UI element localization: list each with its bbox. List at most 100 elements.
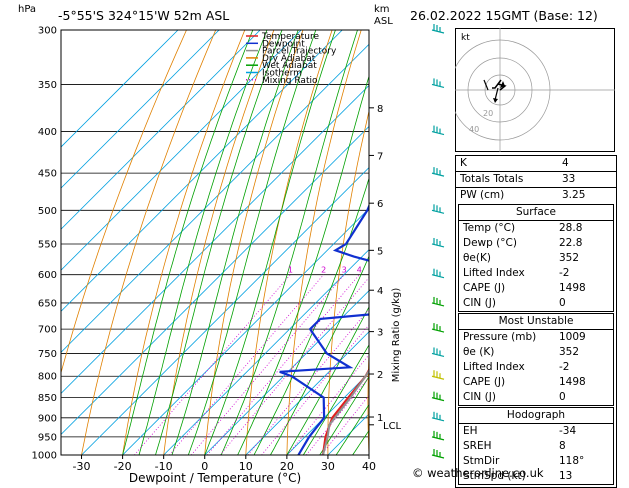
mixing-ratio-line bbox=[219, 276, 369, 455]
pressure-tick-label: 900 bbox=[38, 413, 57, 424]
mixing-ratio-label: 10 bbox=[406, 265, 416, 274]
pressure-tick-label: 350 bbox=[38, 80, 57, 91]
pressure-tick-label: 400 bbox=[38, 127, 57, 138]
km-tick-label: 8 bbox=[377, 104, 383, 115]
x-tick-label: 30 bbox=[321, 460, 335, 473]
isotherm-line bbox=[61, 30, 179, 148]
wet-adiabat-line bbox=[302, 344, 369, 455]
mixing-ratio-line bbox=[261, 324, 369, 455]
legend-entry: Parcel Trajectory bbox=[262, 47, 337, 57]
pressure-tick-label: 500 bbox=[38, 206, 57, 217]
mixing-ratio-line bbox=[206, 274, 360, 455]
pressure-tick-label: 450 bbox=[38, 169, 57, 180]
isotherm-line bbox=[204, 290, 369, 455]
plot-frame bbox=[60, 29, 370, 456]
isotherm-line bbox=[61, 30, 220, 189]
dewpoint-curve bbox=[279, 203, 369, 455]
wet-adiabat-line bbox=[237, 74, 369, 455]
km-asl-label: km ASL bbox=[374, 4, 393, 27]
dry-adiabat-line bbox=[122, 30, 246, 455]
wet-adiabat-line bbox=[253, 176, 369, 455]
surface-section: Surface Temp (°C) 28.8 Dewp (°C) 22.8 θe(K… bbox=[458, 204, 614, 312]
isotherm-line bbox=[61, 30, 302, 271]
km-tick-label: 2 bbox=[377, 370, 383, 381]
wet-adiabat-line bbox=[335, 403, 369, 455]
dry-adiabat-line bbox=[163, 30, 275, 455]
wet-adiabat-line bbox=[220, 30, 358, 455]
mixing-ratio-line bbox=[247, 308, 369, 455]
pressure-tick-label: 800 bbox=[38, 372, 57, 383]
wet-adiabat-line bbox=[122, 30, 254, 455]
wet-adiabat-line bbox=[138, 30, 268, 455]
pressure-tick-label: 750 bbox=[38, 349, 57, 360]
parcel-curve bbox=[322, 369, 369, 455]
hodograph: kt 20 40 bbox=[455, 28, 615, 152]
x-tick-label: 0 bbox=[201, 460, 208, 473]
dry-adiabat-line bbox=[327, 109, 369, 455]
mixing-ratio-axis-label: Mixing Ratio (g/kg) bbox=[391, 288, 402, 383]
mixing-ratio-label: 5 bbox=[369, 265, 374, 274]
wet-adiabat-line bbox=[319, 375, 369, 455]
legend-entry: Mixing Ratio bbox=[262, 76, 318, 86]
isotherm-line bbox=[286, 372, 369, 455]
temperature-curve bbox=[321, 367, 369, 455]
x-tick-label: 40 bbox=[362, 460, 376, 473]
isotherm-line bbox=[245, 331, 369, 455]
dry-adiabat-line bbox=[617, 30, 629, 455]
datetime-title: 26.02.2022 15GMT (Base: 12) bbox=[410, 8, 598, 23]
isotherm-line bbox=[61, 30, 261, 230]
mixing-ratio-label: 1 bbox=[288, 265, 293, 274]
lcl-label: LCL bbox=[383, 421, 402, 432]
mixing-ratio-label: 4 bbox=[357, 265, 362, 274]
wet-adiabat-line bbox=[204, 30, 336, 455]
mixing-ratio-line bbox=[134, 274, 291, 455]
dry-adiabat-line bbox=[286, 30, 362, 455]
legend-entry: Wet Adiabat bbox=[262, 61, 317, 71]
wet-adiabat-line bbox=[286, 306, 369, 455]
footer-credit: © weatheronline.co.uk bbox=[412, 466, 544, 480]
dry-adiabat-line bbox=[245, 30, 333, 455]
legend-entry: Isotherm bbox=[262, 69, 302, 79]
hodo-trace bbox=[492, 79, 507, 91]
km-tick-label: 7 bbox=[377, 151, 383, 162]
x-axis-label: Dewpoint / Temperature (°C) bbox=[129, 471, 301, 485]
dry-adiabat-line bbox=[204, 30, 304, 455]
wet-adiabat-line bbox=[270, 255, 369, 455]
hodo-ring-20: 20 bbox=[483, 109, 493, 118]
x-tick-label: -10 bbox=[155, 460, 173, 473]
legend-entry: Temperature bbox=[261, 32, 319, 42]
km-tick-label: 4 bbox=[377, 286, 383, 297]
pressure-unit: hPa bbox=[18, 4, 37, 15]
isotherm-line bbox=[163, 249, 369, 455]
wind-barbs bbox=[431, 24, 445, 459]
mixing-ratio-line bbox=[169, 274, 324, 455]
pressure-tick-label: 700 bbox=[38, 325, 57, 336]
x-tick-label: 10 bbox=[239, 460, 253, 473]
hodo-ring-40: 40 bbox=[469, 125, 479, 134]
wet-adiabat-line bbox=[171, 30, 299, 455]
pressure-tick-label: 550 bbox=[38, 239, 57, 250]
x-tick-label: 20 bbox=[280, 460, 294, 473]
dry-adiabat-line bbox=[407, 30, 449, 455]
mixing-ratio-label: 8 bbox=[395, 265, 400, 274]
isotherm-line bbox=[61, 125, 369, 436]
pressure-tick-label: 300 bbox=[38, 26, 57, 37]
legend-entry: Dewpoint bbox=[262, 39, 305, 49]
mixing-ratio-line bbox=[287, 354, 369, 455]
km-tick-label: 5 bbox=[377, 246, 383, 257]
pressure-tick-label: 600 bbox=[38, 270, 57, 281]
pressure-tick-label: 1000 bbox=[32, 451, 57, 462]
most-unstable-section: Most Unstable Pressure (mb) 1009 θe (K) 35… bbox=[458, 313, 614, 406]
isotherm-line bbox=[61, 30, 343, 312]
km-tick-label: 1 bbox=[377, 413, 383, 424]
isotherm-line bbox=[61, 84, 369, 394]
hodograph-section: Hodograph EH -34 SREH 8 StmDir 118° StmSpd … bbox=[458, 407, 614, 485]
dry-adiabat-line bbox=[61, 30, 187, 375]
km-tick-label: 3 bbox=[377, 328, 383, 339]
dry-adiabat-line bbox=[367, 343, 369, 455]
wet-adiabat-line bbox=[155, 30, 283, 455]
location-title: -5°55'S 324°15'W 52m ASL bbox=[58, 8, 230, 23]
x-tick-label: -30 bbox=[73, 460, 91, 473]
